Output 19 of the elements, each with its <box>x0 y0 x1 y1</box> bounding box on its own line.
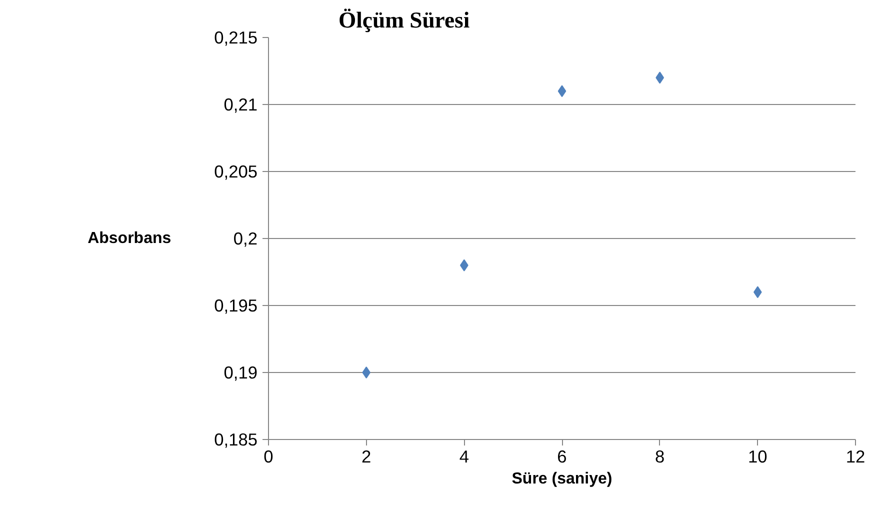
y-tick-label: 0,215 <box>214 28 258 48</box>
y-tick-label: 0,185 <box>214 430 258 450</box>
x-axis-title: Süre (saniye) <box>512 470 612 488</box>
y-tick-label: 0,19 <box>224 362 258 382</box>
x-tick-label: 4 <box>459 446 470 466</box>
x-tick-label: 10 <box>748 446 768 466</box>
point <box>558 85 566 98</box>
y-tick-label: 0,21 <box>224 94 258 114</box>
x-tick-label: 8 <box>655 446 665 466</box>
y-tick-label: 0,2 <box>233 228 258 248</box>
x-tick-label: 2 <box>362 446 372 466</box>
y-tick-label: 0,205 <box>214 162 258 182</box>
x-tick-label: 12 <box>846 446 866 466</box>
x-tick-label: 6 <box>557 446 567 466</box>
y-tick-label: 0,195 <box>214 296 258 316</box>
point <box>362 366 370 378</box>
y-axis-title: Absorbans <box>88 230 172 247</box>
chart-title: Ölçüm Süresi <box>338 8 470 32</box>
x-tick-label: 0 <box>264 446 274 466</box>
